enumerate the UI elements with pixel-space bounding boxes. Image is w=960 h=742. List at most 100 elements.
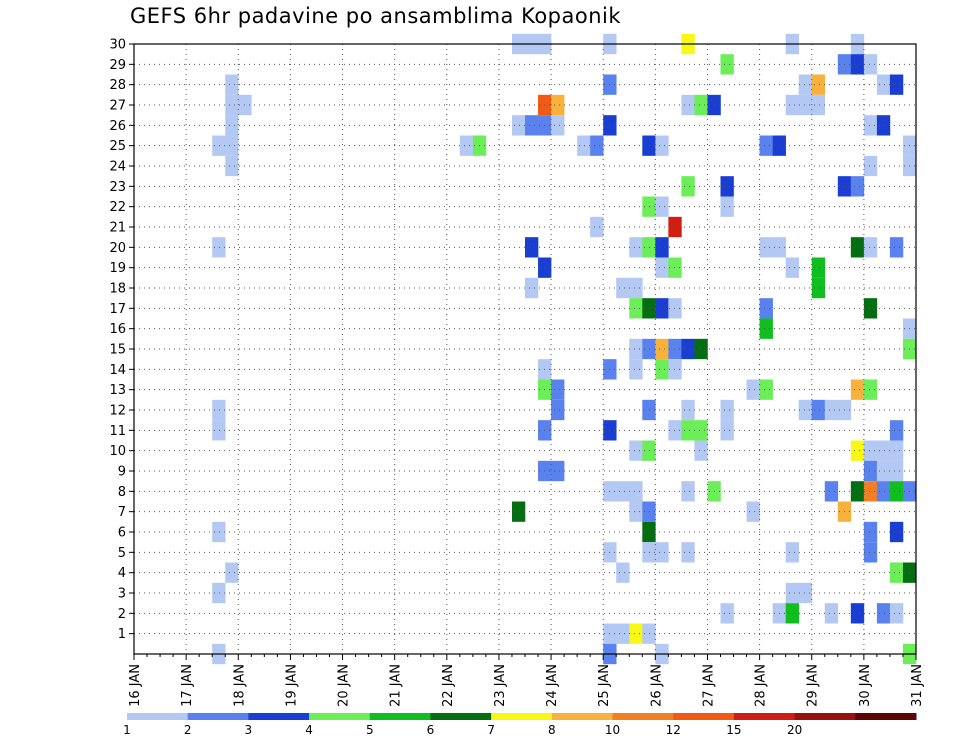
heatmap-cell <box>629 501 643 522</box>
x-tick-label: 25 JAN <box>597 664 612 707</box>
legend-label: 5 <box>366 723 374 737</box>
x-tick-label: 29 JAN <box>806 664 821 707</box>
y-tick-label: 26 <box>109 119 126 134</box>
heatmap-cell <box>629 440 643 461</box>
heatmap-cell <box>642 440 656 461</box>
heatmap-cell <box>642 623 656 644</box>
heatmap-cell <box>694 338 708 360</box>
heatmap-cell <box>720 54 734 75</box>
legend-swatch <box>794 713 856 720</box>
heatmap-cell <box>785 94 799 116</box>
y-tick-label: 4 <box>118 566 126 581</box>
y-tick-label: 21 <box>109 221 126 236</box>
legend-swatch <box>248 713 310 720</box>
heatmap-cell <box>863 379 878 400</box>
y-tick-label: 8 <box>118 485 126 500</box>
heatmap-cell <box>551 115 565 136</box>
heatmap-cell <box>785 603 799 624</box>
heatmap-cell <box>876 460 891 482</box>
heatmap-cell <box>225 115 239 136</box>
heatmap-cell <box>824 399 839 421</box>
heatmap-cell <box>863 521 878 543</box>
heatmap-cell <box>668 298 682 319</box>
heatmap-cell <box>511 115 526 136</box>
heatmap-cell <box>759 237 773 258</box>
heatmap-cell <box>759 318 773 339</box>
y-tick-label: 28 <box>109 78 126 93</box>
heatmap-cell <box>811 74 826 95</box>
heatmap-cell <box>629 298 643 319</box>
legend-label: 8 <box>548 723 556 737</box>
heatmap-cell <box>798 582 813 604</box>
heatmap-cell <box>889 74 904 95</box>
heatmap-cell <box>785 542 799 563</box>
y-tick-label: 14 <box>109 363 126 378</box>
heatmap-cell <box>889 460 904 482</box>
heatmap-cell <box>811 257 826 278</box>
heatmap-cell <box>212 582 226 604</box>
legend-label: 12 <box>666 723 681 737</box>
heatmap-cell <box>642 338 656 360</box>
heatmap-cell <box>225 74 239 95</box>
heatmap-cell <box>525 277 539 299</box>
y-tick-label: 19 <box>109 261 126 276</box>
heatmap-cell <box>642 196 656 217</box>
heatmap-cell <box>551 460 565 482</box>
heatmap-cell <box>629 481 643 502</box>
legend-label: 3 <box>245 723 253 737</box>
heatmap-cell <box>863 460 878 482</box>
heatmap-cell <box>551 94 565 116</box>
heatmap-cell <box>746 501 760 522</box>
y-tick-label: 11 <box>109 424 126 439</box>
heatmap-cell <box>811 94 826 116</box>
heatmap-cell <box>655 298 669 319</box>
heatmap-cell <box>655 338 669 360</box>
heatmap-cell <box>889 481 904 502</box>
heatmap-cell <box>655 257 669 278</box>
heatmap-cell <box>668 420 682 441</box>
legend-label: 15 <box>726 723 741 737</box>
heatmap-cell <box>668 216 682 238</box>
heatmap-cell <box>863 54 878 75</box>
heatmap-cell <box>694 440 708 461</box>
heatmap-cell <box>511 501 526 522</box>
heatmap-cell <box>590 135 604 156</box>
heatmap-cell <box>811 399 826 421</box>
heatmap-cell <box>459 135 474 156</box>
heatmap-cell <box>889 237 904 258</box>
x-tick-label: 21 JAN <box>389 664 404 707</box>
heatmap-cell <box>720 603 734 624</box>
heatmap-cell <box>681 420 695 441</box>
heatmap-cell <box>889 603 904 624</box>
heatmap-cell <box>525 115 539 136</box>
heatmap-cell <box>629 277 643 299</box>
heatmap-cell <box>629 623 643 644</box>
heatmap-cell <box>876 603 891 624</box>
heatmap-cell <box>720 176 734 197</box>
x-tick-label: 17 JAN <box>180 664 195 707</box>
legend-swatch <box>187 713 249 720</box>
y-tick-label: 6 <box>118 526 126 541</box>
x-tick-label: 26 JAN <box>649 664 664 707</box>
heatmap-cell <box>681 338 695 360</box>
y-tick-label: 3 <box>118 587 126 602</box>
heatmap-cell <box>863 298 878 319</box>
heatmap-cell <box>629 237 643 258</box>
heatmap-cell <box>889 420 904 441</box>
legend-swatch <box>733 713 796 720</box>
legend-swatch <box>309 713 371 720</box>
legend-label: 2 <box>184 723 192 737</box>
heatmap-cell <box>629 338 643 360</box>
heatmap-cell <box>655 542 669 563</box>
heatmap-cell <box>212 135 226 156</box>
legend-label: 6 <box>427 723 435 737</box>
heatmap-cell <box>759 135 773 156</box>
y-tick-label: 5 <box>118 546 126 561</box>
heatmap-cell <box>616 562 630 583</box>
legend-swatch <box>673 713 735 720</box>
legend-swatch <box>369 713 431 720</box>
heatmap-cell <box>850 176 865 197</box>
heatmap-cell <box>850 379 865 400</box>
heatmap-cell <box>616 481 630 502</box>
legend-swatch <box>127 713 189 720</box>
